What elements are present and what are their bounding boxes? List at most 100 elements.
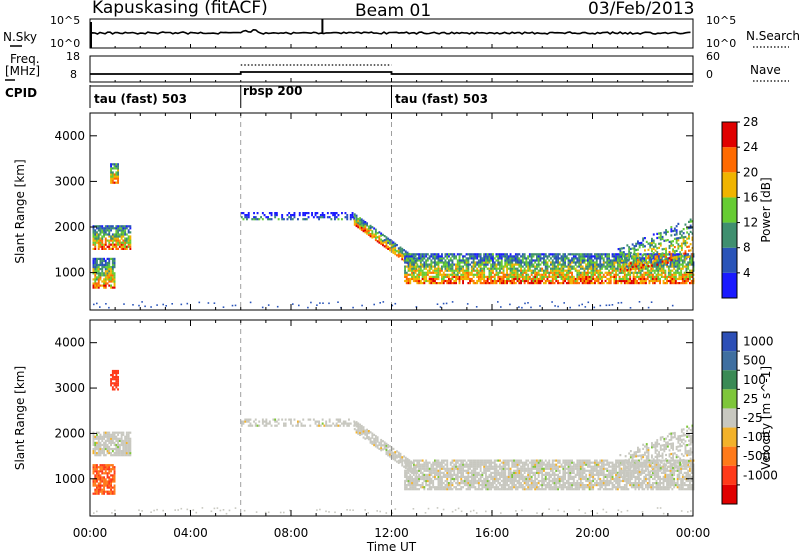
echo-cell (572, 265, 575, 268)
echo-cell (439, 461, 442, 464)
echo-cell (588, 255, 591, 258)
echo-cell (94, 447, 97, 451)
echo-cell (97, 439, 100, 442)
echo-cell (486, 277, 489, 281)
echo-cell (312, 216, 315, 219)
echo-cell (441, 465, 443, 468)
echo-cell (481, 463, 484, 466)
echo-cell (604, 279, 607, 283)
echo-cell (442, 261, 445, 264)
echo-cell (127, 245, 130, 248)
echo-cell (613, 253, 616, 256)
echo-cell (551, 259, 554, 262)
echo-cell (608, 273, 610, 276)
echo-cell (537, 459, 540, 462)
echo-cell (108, 482, 111, 485)
echo-cell (652, 233, 655, 236)
echo-cell (122, 243, 125, 246)
echo-cell (455, 463, 457, 466)
echo-cell (634, 261, 637, 264)
echo-cell (416, 471, 419, 474)
echo-cell (613, 277, 616, 281)
echo-cell (684, 235, 687, 239)
echo-cell (539, 488, 542, 491)
echo-cell (630, 257, 633, 260)
echo-cell (541, 261, 544, 264)
echo-cell (562, 253, 565, 256)
echo-cell (437, 484, 440, 487)
echo-cell (321, 214, 324, 217)
echo-cell (483, 484, 486, 487)
echo-cell (502, 271, 505, 274)
echo-cell (558, 253, 561, 256)
echo-cell (399, 452, 402, 455)
echo-cell (609, 277, 612, 281)
echo-cell (534, 479, 537, 483)
echo-cell (521, 463, 524, 466)
echo-cell (295, 424, 298, 427)
echo-cell (578, 475, 581, 478)
echo-cell (485, 467, 487, 470)
echo-cell (495, 484, 498, 487)
echo-cell (401, 464, 404, 467)
echo-cell (425, 279, 428, 283)
echo-cell (541, 488, 544, 491)
echo-cell (502, 486, 505, 489)
echo-cell (108, 257, 111, 260)
echo-cell (569, 484, 572, 487)
echo-cell (520, 263, 522, 266)
echo-cell (543, 461, 545, 464)
echo-cell (348, 418, 350, 421)
echo-cell (514, 275, 517, 278)
echo-cell (323, 216, 326, 219)
echo-cell (504, 473, 507, 476)
echo-cell (94, 261, 97, 265)
echo-cell (465, 484, 468, 487)
echo-cell (485, 259, 487, 262)
echo-cell (426, 259, 429, 262)
echo-cell (652, 265, 654, 268)
echo-cell (425, 273, 428, 276)
echo-cell (298, 214, 301, 217)
echo-cell (539, 253, 542, 256)
echo-cell (485, 261, 487, 264)
echo-cell (654, 259, 657, 262)
echo-cell (687, 279, 690, 283)
echo-cell (674, 259, 677, 262)
echo-cell (558, 257, 561, 260)
echo-cell (648, 269, 651, 272)
echo-cell (125, 225, 128, 228)
echo-cell (662, 271, 665, 274)
echo-cell (97, 243, 100, 246)
echo-cell (117, 445, 119, 449)
echo-cell (104, 433, 107, 436)
echo-cell (543, 473, 545, 476)
echo-cell (111, 386, 114, 389)
echo-cell (357, 422, 360, 425)
echo-cell (481, 259, 484, 262)
echo-cell (672, 248, 674, 251)
echo-cell (476, 263, 479, 266)
echo-cell (525, 265, 528, 268)
echo-cell (99, 245, 102, 248)
echo-cell (470, 475, 473, 478)
echo-cell (669, 279, 672, 283)
echo-cell (290, 216, 292, 219)
echo-cell (495, 473, 498, 476)
echo-cell (476, 282, 479, 285)
echo-cell (231, 304, 234, 307)
echo-cell (428, 265, 431, 268)
echo-cell (414, 488, 417, 491)
echo-cell (411, 467, 413, 470)
echo-cell (435, 263, 438, 266)
echo-cell (104, 243, 107, 246)
echo-cell (578, 275, 581, 278)
echo-cell (638, 242, 641, 245)
echo-cell (411, 257, 413, 260)
echo-cell (562, 465, 565, 468)
echo-cell (608, 259, 610, 262)
echo-cell (558, 273, 561, 276)
echo-cell (602, 265, 605, 268)
echo-cell (103, 450, 105, 453)
echo-cell (129, 225, 132, 228)
